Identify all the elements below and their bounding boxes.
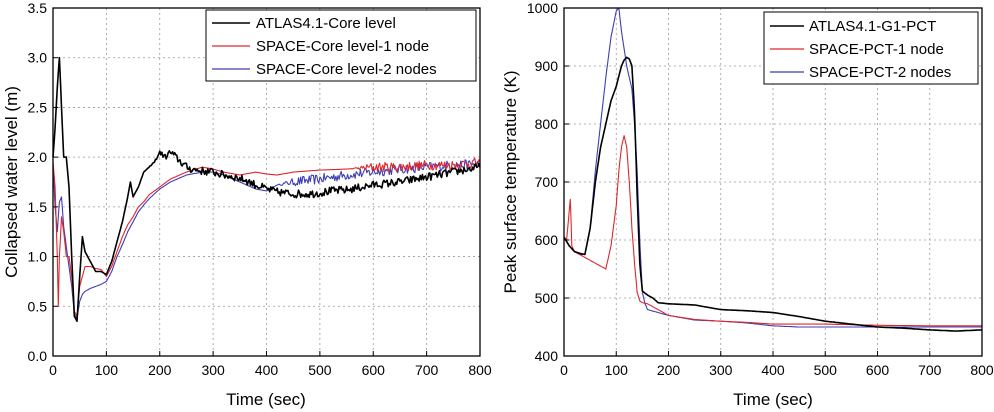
legend-label-space-2-nodes: SPACE-Core level-2 nodes <box>256 61 437 78</box>
y-tick-label: 800 <box>535 116 559 132</box>
series-line-space-pct-1-node <box>563 135 982 327</box>
x-tick-label: 700 <box>415 362 439 378</box>
y-tick-label: 3.0 <box>28 50 48 66</box>
y-tick-label: 900 <box>535 58 559 74</box>
grid <box>564 8 982 356</box>
y-tick-label: 0.5 <box>28 298 48 314</box>
x-tick-label: 500 <box>308 362 332 378</box>
legend-label-space-1-node: SPACE-PCT-1 node <box>809 41 944 58</box>
y-tick-label: 1.5 <box>28 199 48 215</box>
y-axis-label: Collapsed water level (m) <box>2 86 21 278</box>
x-axis-label: Time (sec) <box>733 390 813 409</box>
x-tick-label: 100 <box>95 362 119 378</box>
y-tick-label: 500 <box>535 290 559 306</box>
x-tick-label: 0 <box>49 362 57 378</box>
x-tick-label: 800 <box>468 362 492 378</box>
x-tick-label: 200 <box>657 362 681 378</box>
y-tick-label: 0.0 <box>28 348 48 364</box>
series-lines <box>563 7 982 332</box>
chart-core-level: 0 100 200 300 400 500 600 700 800 0.0 0.5 1.0 1.5 2.0… <box>2 0 492 409</box>
y-tick-label: 400 <box>535 348 559 364</box>
axis-ticks: 0 100 200 300 400 500 600 700 800 0.0 0.5 1.0 1.5 2.0… <box>28 0 492 378</box>
legend-box <box>205 9 477 82</box>
legend-label-space-2-nodes: SPACE-PCT-2 nodes <box>809 64 951 81</box>
axis-ticks: 0 100 200 300 400 500 600 700 800 400 500 600 700 800… <box>527 0 994 378</box>
legend-label-atlas: ATLAS4.1-Core level <box>256 15 396 32</box>
series-line-atlas4-1-g1-pct <box>563 56 982 332</box>
x-tick-label: 100 <box>605 362 629 378</box>
legend: ATLAS4.1-Core level SPACE-Core level-1 n… <box>205 9 477 82</box>
chart-peak-temperature: 0 100 200 300 400 500 600 700 800 400 500 600 700 800… <box>501 0 994 409</box>
x-tick-label: 500 <box>814 362 838 378</box>
x-tick-label: 600 <box>362 362 386 378</box>
x-tick-label: 300 <box>201 362 225 378</box>
y-tick-label: 2.0 <box>28 149 48 165</box>
y-tick-label: 700 <box>535 174 559 190</box>
y-tick-label: 600 <box>535 232 559 248</box>
series-line-space-pct-2-nodes <box>563 7 982 328</box>
series-lines <box>52 56 481 322</box>
x-tick-label: 200 <box>148 362 172 378</box>
x-axis-label: Time (sec) <box>226 390 306 409</box>
x-tick-label: 400 <box>761 362 785 378</box>
y-tick-label: 1000 <box>527 0 558 16</box>
legend: ATLAS4.1-G1-PCT SPACE-PCT-1 node SPACE-P… <box>763 11 979 85</box>
legend-label-atlas: ATLAS4.1-G1-PCT <box>809 18 936 35</box>
x-tick-label: 0 <box>560 362 568 378</box>
y-tick-label: 3.5 <box>28 0 48 16</box>
x-tick-label: 800 <box>970 362 994 378</box>
x-tick-label: 400 <box>255 362 279 378</box>
y-tick-label: 2.5 <box>28 99 48 115</box>
series-line-space-core-level-1-node <box>52 157 481 317</box>
x-tick-label: 300 <box>709 362 733 378</box>
x-tick-label: 700 <box>918 362 942 378</box>
y-tick-label: 1.0 <box>28 249 48 265</box>
y-axis-label: Peak surface temperature (K) <box>501 71 520 294</box>
series-line-atlas4-1-core-level <box>52 56 481 322</box>
legend-label-space-1-node: SPACE-Core level-1 node <box>256 38 429 55</box>
x-tick-label: 600 <box>866 362 890 378</box>
